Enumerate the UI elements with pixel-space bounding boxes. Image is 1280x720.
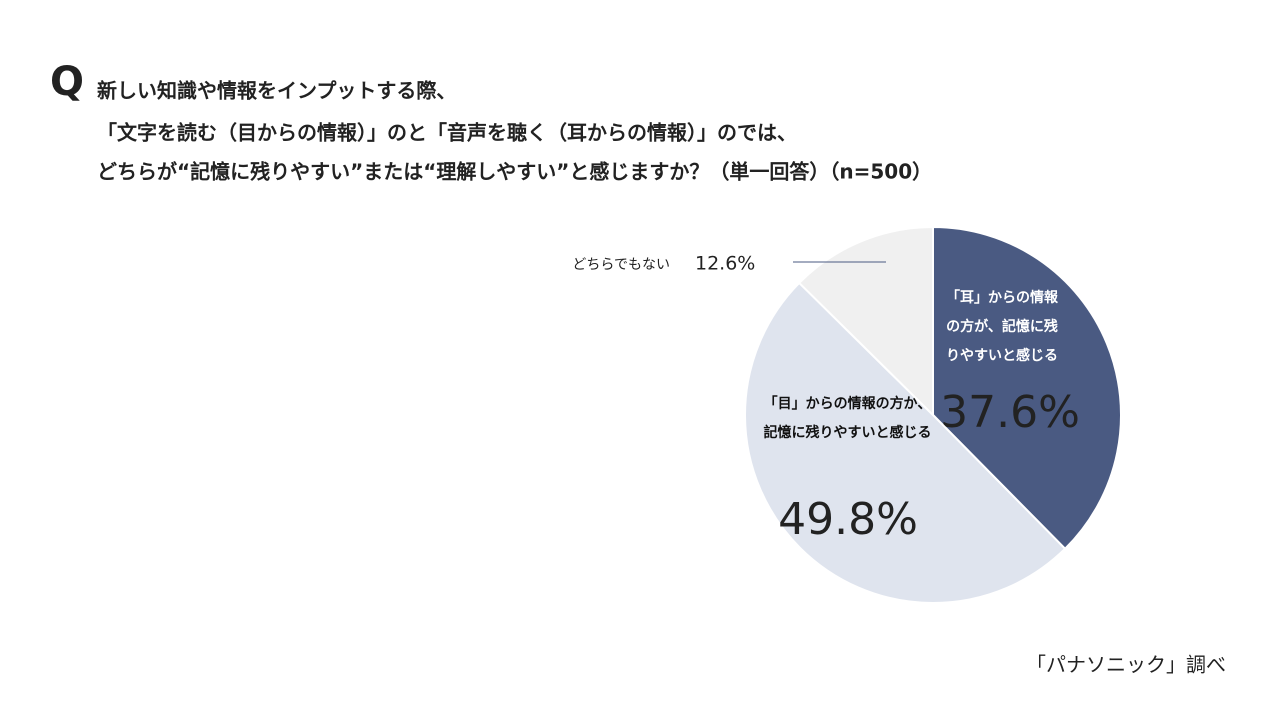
value-label: 49.8% [778,494,918,545]
category-label: 「目」からの情報の方が、記憶に残りやすいと感じる [763,396,932,441]
chart-title: 新しい知識や情報をインプットする際、 [97,79,456,103]
chart-title: どちらが“記憶に残りやすい”または“理解しやすい”と感じますか？（単一回答）（n… [97,160,932,184]
source-note: 「パナソニック」調べ [1026,653,1226,677]
slice-label: 「耳」からの情報の方が、記憶に残りやすいと感じる [946,290,1058,364]
chart-title: 「文字を読む（目からの情報）」のと「音声を聴く（耳からの情報）」のでは、 [97,121,797,145]
category-label: どちらでもない [572,257,670,273]
pie-slice [743,281,1067,605]
pie-slice [932,225,1123,551]
question-mark: Q [50,59,84,105]
value-label: 12.6% [695,253,755,275]
category-label: 「耳」からの情報の方が、記憶に残りやすいと感じる [946,290,1058,364]
pie-slice [797,225,934,418]
value-label: 37.6% [940,387,1080,438]
slice-label: 「目」からの情報の方が、記憶に残りやすいと感じる [763,396,932,441]
